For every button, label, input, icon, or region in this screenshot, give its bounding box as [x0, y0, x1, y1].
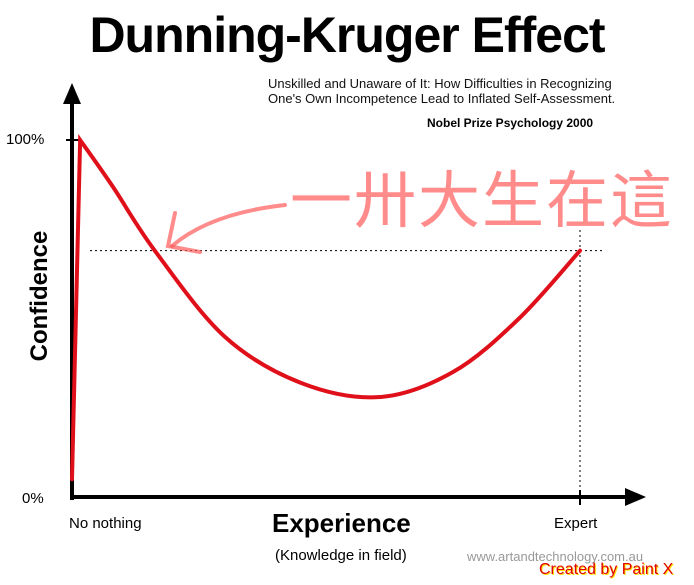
x-tick-label-end: Expert — [554, 515, 598, 532]
x-axis-sublabel: (Knowledge in field) — [275, 547, 407, 564]
watermark: www.artandtechnology.com.au — [467, 549, 644, 564]
credit-label: Created by Paint X — [539, 561, 674, 578]
subtitle-line-1: Unskilled and Unaware of It: How Difficu… — [268, 76, 612, 91]
x-axis-label: Experience — [272, 508, 411, 538]
y-tick-label-100: 100% — [6, 131, 45, 148]
nobel-note: Nobel Prize Psychology 2000 — [427, 116, 594, 130]
chart-subtitle: Unskilled and Unaware of It: How Difficu… — [268, 76, 615, 106]
y-axis-label: Confidence — [26, 230, 53, 362]
handwritten-annotation: 一卅大生在這 — [290, 164, 675, 237]
confidence-curve — [70, 133, 582, 482]
y-axis-arrow — [63, 83, 81, 104]
x-axis-arrow — [625, 488, 646, 506]
annotation-arrow — [165, 203, 287, 254]
x-tick-label-start: No nothing — [69, 515, 142, 532]
y-tick-label-0: 0% — [22, 490, 44, 507]
subtitle-line-2: One's Own Incompetence Lead to Inflated … — [268, 91, 616, 106]
chart-title: Dunning-Kruger Effect — [89, 7, 605, 63]
